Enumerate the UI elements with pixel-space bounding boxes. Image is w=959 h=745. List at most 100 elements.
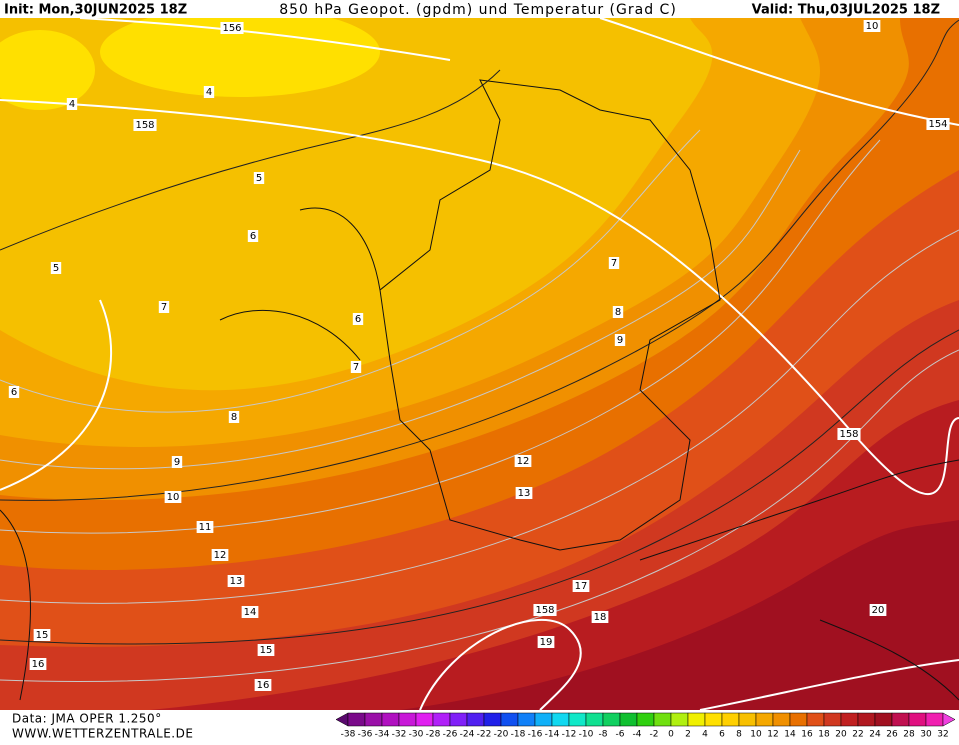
colorbar-swatch (636, 712, 655, 727)
temperature-label-box (514, 455, 532, 467)
temperature-label-box (228, 411, 240, 423)
temperature-label-box (227, 575, 245, 587)
temperature-label: 15 (260, 645, 273, 656)
temperature-label: 6 (11, 387, 17, 398)
colorbar-swatch (857, 712, 876, 727)
temperature-label-box (158, 301, 170, 313)
colorbar-tick-label: 16 (801, 730, 813, 740)
colorbar-tick-label: -28 (426, 730, 441, 740)
colorbar-swatch (738, 712, 757, 727)
temperature-label: 4 (69, 99, 75, 110)
colorbar-swatch (585, 712, 604, 727)
colorbar-tick-label: 12 (767, 730, 778, 740)
colorbar-swatch (789, 712, 808, 727)
colorbar-tick-label: -32 (392, 730, 407, 740)
geopotential-label: 154 (928, 119, 947, 130)
temperature-label-box (612, 306, 624, 318)
init-time: Init: Mon,30JUN2025 18Z (4, 3, 187, 18)
colorbar-swatch (483, 712, 502, 727)
colorbar-arrow (942, 712, 956, 727)
colorbar-swatch (806, 712, 825, 727)
colorbar-swatch (721, 712, 740, 727)
temperature-label: 20 (872, 605, 885, 616)
geopotential-label: 158 (135, 120, 154, 131)
colorbar-swatch (415, 712, 434, 727)
temperature-label-box (203, 86, 215, 98)
colorbar-swatch (398, 712, 417, 727)
temperature-label-box (8, 386, 20, 398)
geopotential-label-box (133, 119, 157, 131)
temperature-label-box (241, 606, 259, 618)
colorbar-tick-label: -30 (409, 730, 424, 740)
colorbar-tick-label: 18 (818, 730, 830, 740)
colorbar-tick-label: 20 (835, 730, 847, 740)
temperature-label-box (352, 313, 364, 325)
temperature-label-box (869, 604, 887, 616)
temperature-label: 18 (594, 612, 607, 623)
temperature-label: 10 (866, 21, 879, 32)
colorbar-tick-label: 2 (685, 730, 691, 740)
geopotential-label-box (533, 604, 557, 616)
colorbar-swatch (466, 712, 485, 727)
temperature-label: 7 (161, 302, 167, 313)
temperature-label: 9 (617, 335, 623, 346)
colorbar-tick-label: -34 (375, 730, 390, 740)
valid-time: Valid: Thu,03JUL2025 18Z (752, 3, 940, 18)
temperature-label: 16 (32, 659, 45, 670)
colorbar-swatch (874, 712, 893, 727)
temperature-label-box (608, 257, 620, 269)
temperature-label-box (863, 20, 881, 32)
temperature-label: 4 (206, 87, 212, 98)
geopotential-contours (0, 17, 959, 711)
colorbar-swatch (432, 712, 451, 727)
colorbar-swatch (891, 712, 910, 727)
colorbar-tick-label: -26 (443, 730, 458, 740)
geopotential-label: 158 (535, 605, 554, 616)
colorbar-swatch (602, 712, 621, 727)
colorbar-swatch (500, 712, 519, 727)
temperature-label: 13 (518, 488, 531, 499)
colorbar-swatch (364, 712, 383, 727)
temperature-label-box (66, 98, 78, 110)
temperature-label-box (614, 334, 626, 346)
colorbar-swatch (772, 712, 791, 727)
colorbar-tick-label: 32 (937, 730, 948, 740)
temperature-label: 12 (517, 456, 530, 467)
colorbar-swatch (670, 712, 689, 727)
temperature-label: 5 (53, 263, 59, 274)
temperature-label-box (591, 611, 609, 623)
colorbar-swatch (687, 712, 706, 727)
temperature-label-box (515, 487, 533, 499)
band (400, 520, 959, 710)
colorbar-swatch (534, 712, 553, 727)
temperature-label: 13 (230, 576, 243, 587)
colorbar-tick-label: -20 (494, 730, 509, 740)
geopotential-label-box (220, 22, 244, 34)
band (0, 30, 95, 110)
geopotential-label-box (837, 428, 861, 440)
temperature-label: 5 (256, 173, 262, 184)
colorbar-swatch (755, 712, 774, 727)
data-source: Data: JMA OPER 1.250° (12, 712, 162, 726)
temperature-label-box (164, 491, 182, 503)
colorbar-swatch (347, 712, 366, 727)
colorbar-swatch (840, 712, 859, 727)
colorbar-tick-label: 0 (668, 730, 674, 740)
colorbar-swatch (517, 712, 536, 727)
colorbar-tick-label: 10 (750, 730, 762, 740)
colorbar-tick-label: -38 (341, 730, 356, 740)
header-bar (0, 0, 959, 18)
colorbar-tick-label: -12 (562, 730, 577, 740)
colorbar: -38 -36 -34 -32 -30 -28 -26 -24 -22 -20 -18 -16 -14-… (335, 712, 956, 740)
colorbar-swatch (381, 712, 400, 727)
colorbar-tick-label: 26 (886, 730, 898, 740)
colorbar-tick-label: 28 (903, 730, 915, 740)
colorbar-tick-label: 30 (920, 730, 932, 740)
temperature-label-box (171, 456, 183, 468)
colorbar-tick-label: -4 (633, 730, 642, 740)
colorbar-swatch (449, 712, 468, 727)
colorbar-tick-label: -6 (616, 730, 625, 740)
map-title: 850 hPa Geopot. (gpdm) und Temperatur (G… (279, 2, 677, 18)
colorbar-tick-label: -18 (511, 730, 526, 740)
colorbar-tick-label: 6 (719, 730, 725, 740)
